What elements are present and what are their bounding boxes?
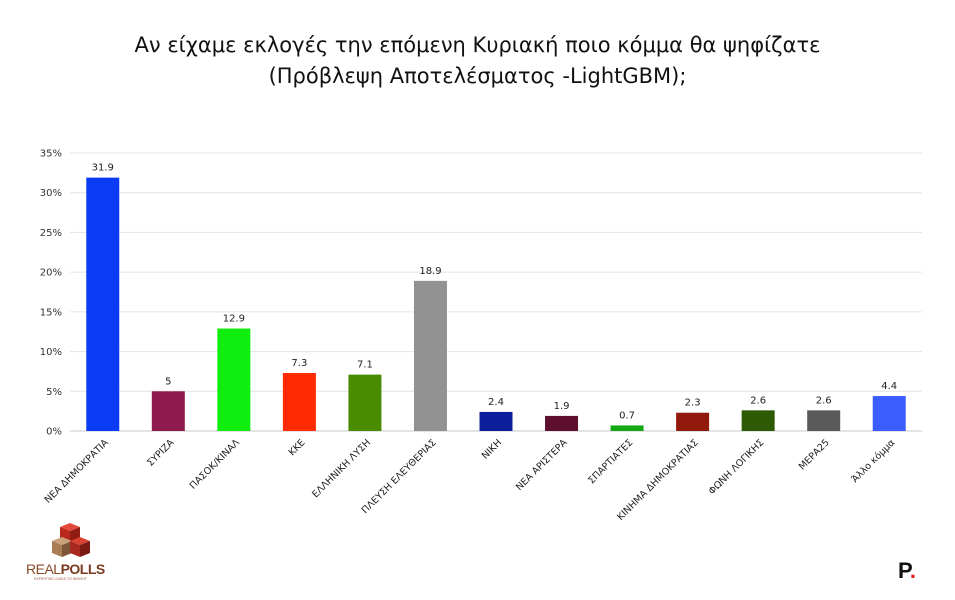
- x-tick-label: ΣΠΑΡΤΙΑΤΕΣ: [586, 437, 635, 486]
- data-label: 7.3: [291, 358, 307, 369]
- x-tick-label: ΚΚΕ: [287, 437, 308, 458]
- bar: [413, 280, 447, 431]
- data-label: 0.7: [619, 410, 635, 421]
- data-label: 31.9: [92, 163, 114, 174]
- bar: [86, 177, 120, 431]
- realpolls-wordmark: REALPOLLS: [26, 561, 105, 577]
- y-tick-label: 5%: [46, 387, 62, 398]
- x-tick-label: Άλλο κόμμα: [850, 437, 898, 485]
- y-tick-label: 25%: [40, 228, 62, 239]
- y-tick-label: 30%: [40, 188, 62, 199]
- data-label: 5: [165, 376, 171, 387]
- x-tick-label: ΝΕΑ ΔΗΜΟΚΡΑΤΙΑ: [43, 437, 112, 506]
- data-label: 7.1: [357, 360, 373, 371]
- realpolls-tagline: EXPERTISE LEADS TO INSIGHT: [34, 577, 87, 581]
- chart-title-line-2: (Πρόβλεψη Αποτελέσματος -LightGBM);: [268, 64, 687, 88]
- bar: [741, 410, 775, 431]
- data-label: 1.9: [554, 401, 570, 412]
- bar: [676, 412, 710, 431]
- chart-title-line-1: Αν είχαμε εκλογές την επόμενη Κυριακή πο…: [134, 33, 821, 57]
- x-tick-label: ΣΥΡΙΖΑ: [145, 437, 177, 469]
- y-tick-label: 0%: [46, 427, 62, 438]
- publisher-logo: P.: [898, 558, 916, 583]
- realpolls-logo: REALPOLLS EXPERTISE LEADS TO INSIGHT: [26, 523, 116, 583]
- y-tick-label: 15%: [40, 307, 62, 318]
- bar: [807, 410, 841, 431]
- bar: [545, 415, 579, 431]
- data-label: 12.9: [223, 314, 245, 325]
- realpolls-cubes-icon: [52, 523, 90, 557]
- data-label: 2.6: [816, 395, 832, 406]
- data-label: 4.4: [881, 381, 897, 392]
- x-tick-label: ΠΑΣΟΚ/ΚΙΝΑΛ: [188, 437, 243, 492]
- y-tick-label: 35%: [40, 149, 62, 160]
- data-label: 18.9: [419, 266, 441, 277]
- bar: [151, 391, 185, 431]
- y-tick-label: 20%: [40, 268, 62, 279]
- data-label: 2.4: [488, 397, 504, 408]
- bar: [282, 373, 316, 431]
- data-label: 2.6: [750, 395, 766, 406]
- chart-title: Αν είχαμε εκλογές την επόμενη Κυριακή πο…: [0, 30, 955, 92]
- y-tick-label: 10%: [40, 347, 62, 358]
- x-tick-label: ΝΙΚΗ: [480, 437, 504, 461]
- bar: [348, 374, 382, 431]
- bar: [479, 411, 513, 431]
- data-label: 2.3: [685, 398, 701, 409]
- x-tick-label: ΠΛΕΥΣΗ ΕΛΕΥΘΕΡΙΑΣ: [360, 437, 439, 516]
- x-tick-label: ΝΕΑ ΑΡΙΣΤΕΡΑ: [514, 437, 570, 493]
- bar: [217, 328, 251, 431]
- x-tick-label: ΦΩΝΗ ΛΟΓΙΚΗΣ: [707, 437, 767, 497]
- bar: [610, 425, 644, 431]
- bar: [872, 396, 906, 431]
- x-tick-label: ΕΛΛΗΝΙΚΗ ΛΥΣΗ: [310, 437, 373, 500]
- x-tick-label: ΜΕΡΑ25: [797, 437, 832, 472]
